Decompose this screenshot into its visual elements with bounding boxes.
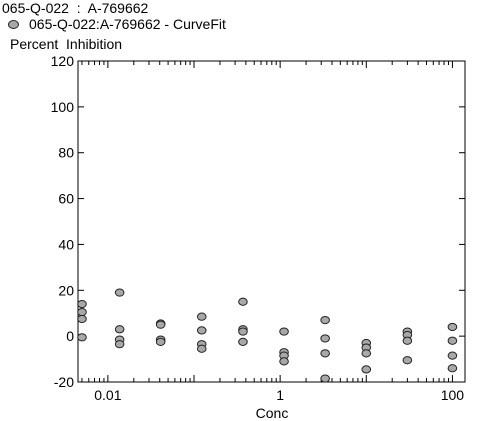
- y-axis: -20 0 20 40 60 80 100 120: [51, 53, 465, 390]
- data-point: [320, 315, 330, 325]
- x-tick-label: 1: [276, 387, 284, 403]
- data-point: [196, 312, 207, 321]
- legend-marker-icon: [8, 19, 19, 29]
- data-point: [320, 349, 330, 358]
- data-point: [279, 327, 289, 336]
- y-tick-label: -20: [54, 374, 74, 390]
- x-axis-label: Conc: [255, 405, 289, 421]
- data-point: [320, 374, 330, 383]
- y-tick-label: 60: [58, 191, 74, 207]
- y-tick-label: 100: [51, 99, 75, 115]
- data-point: [238, 337, 248, 346]
- data-point: [447, 364, 458, 373]
- y-tick-label: 0: [66, 328, 74, 344]
- data-point: [279, 357, 289, 366]
- data-point: [320, 334, 330, 343]
- data-point: [77, 307, 87, 317]
- data-point: [77, 314, 87, 324]
- data-point: [114, 288, 125, 297]
- data-point: [238, 297, 248, 306]
- data-point: [114, 325, 125, 334]
- chart-title: 065-Q-022 : A-769662: [2, 0, 149, 16]
- data-point: [361, 365, 372, 374]
- data-point: [361, 349, 372, 358]
- legend-label: 065-Q-022:A-769662 - CurveFit: [29, 16, 226, 32]
- data-point: [155, 320, 166, 329]
- y-tick-label: 120: [51, 53, 75, 69]
- data-point: [155, 337, 166, 346]
- data-point: [77, 333, 87, 342]
- y-tick-label: 40: [58, 236, 74, 252]
- data-point: [77, 299, 87, 309]
- data-point: [402, 336, 413, 345]
- x-tick-label: 0.01: [94, 387, 121, 403]
- data-points: [77, 288, 458, 383]
- data-point: [196, 326, 207, 335]
- legend: 065-Q-022:A-769662 - CurveFit: [8, 16, 226, 32]
- data-point: [402, 356, 413, 365]
- y-tick-label: 80: [58, 145, 74, 161]
- data-point: [447, 351, 458, 360]
- data-point: [447, 322, 458, 332]
- y-axis-label: Percent Inhibition: [10, 36, 123, 52]
- x-tick-label: 100: [441, 387, 465, 403]
- y-tick-label: 20: [58, 282, 74, 298]
- data-point: [196, 344, 207, 353]
- x-axis: 0.01 1 100: [81, 61, 465, 403]
- data-point: [447, 336, 458, 345]
- data-point: [238, 327, 248, 336]
- data-point: [114, 340, 125, 349]
